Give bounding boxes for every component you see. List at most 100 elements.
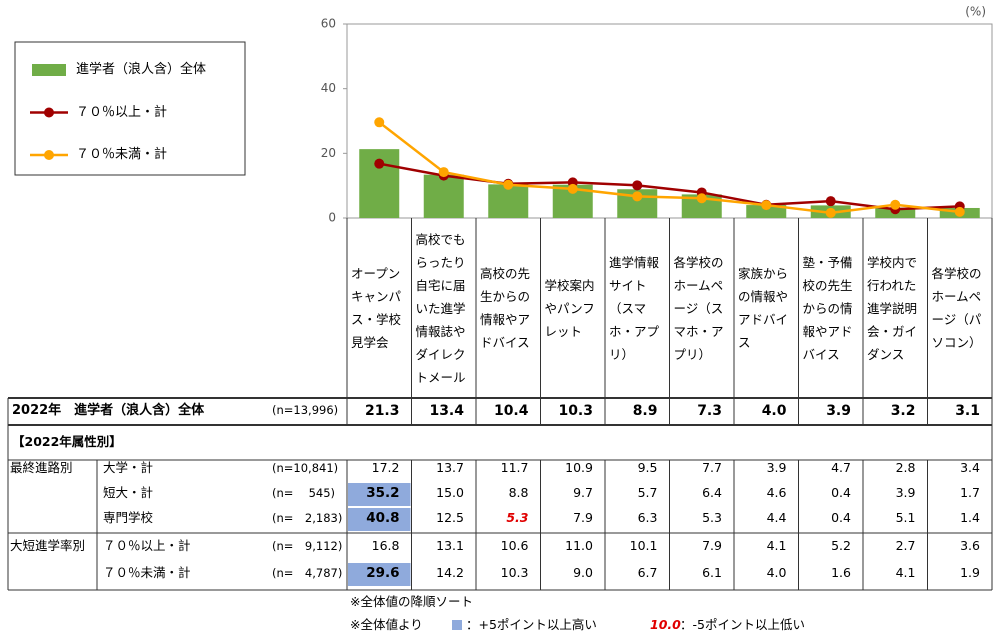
cell-value: 35.2 [366,485,400,501]
cell-value: 3.9 [766,460,787,475]
cell-value: 40.8 [366,510,400,526]
note: ※全体値の降順ソート [350,594,473,609]
category-label: 高校の先生からの情報やアドバイス [480,266,531,350]
highlight-cell [348,563,411,586]
legend-marker [44,150,54,160]
category-label: 各学校のホームページ（パソコン） [931,266,982,350]
line-marker [567,183,578,194]
category-label: オープンキャンパス・学校見学会 [351,266,402,350]
bar [746,205,787,218]
cell-value: 8.8 [508,485,529,500]
cell-value: 16.8 [371,538,400,553]
row-n: (n= 545) [272,486,336,500]
group-label: 最終進路別 [10,460,73,475]
legend-label: 進学者（浪人含）全体 [76,62,207,77]
bar [423,174,464,218]
cell-value: 11.0 [565,538,593,553]
unit-label: (%) [965,5,986,19]
legend-swatch [32,64,66,76]
row-label: ７０％以上・計 [103,538,191,553]
line-marker [954,206,965,217]
cell-value: 3.9 [826,403,851,419]
cell-value: 21.3 [364,403,400,419]
cell-value: 1.9 [960,565,980,580]
cell-value: 7.7 [702,460,722,475]
cell-value: 13.1 [436,538,464,553]
cell-value: 6.3 [637,510,658,525]
cell-value: 3.9 [895,485,916,500]
cell-value: 9.0 [573,565,593,580]
cell-value: 6.4 [702,485,722,500]
highlight-cell [348,508,411,531]
cell-value: 4.0 [766,565,787,580]
row-label: 専門学校 [103,510,154,525]
category-label: 学校内で行われた進学説明会・ガイダンス [867,254,918,362]
category-label: 高校でもらったり自宅に届いた進学情報誌やダイレクトメール [415,231,466,385]
y-tick-label: 0 [328,211,336,225]
cell-value: 3.6 [960,538,980,553]
cell-value: 2.8 [895,460,916,475]
legend-marker [44,107,54,118]
cell-value: 4.6 [766,485,787,500]
group-label: 大短進学率別 [10,538,86,553]
line-marker [632,180,643,191]
line-marker [696,193,707,204]
cell-value: 3.4 [960,460,980,475]
cell-value: 12.5 [436,510,464,525]
row-label: 2022年 進学者（浪人含）全体 [12,403,205,418]
cell-value: 9.7 [573,485,593,500]
row-n: (n= 4,787) [272,566,343,580]
cell-value: 0.4 [831,510,851,525]
cell-value: 4.7 [831,460,851,475]
cell-value: 1.7 [960,485,980,500]
row-n: (n=13,996) [272,403,339,417]
y-tick-label: 20 [321,146,336,160]
note: ：-5ポイント以上低い [680,617,805,632]
cell-value: 0.4 [831,485,851,500]
cell-value: 2.7 [895,538,916,553]
row-label: ７０％未満・計 [103,565,191,580]
line-marker [761,200,772,211]
line-marker [374,158,385,169]
cell-value: 6.1 [702,565,722,580]
line [378,121,960,215]
cell-value: 5.3 [702,510,722,525]
line [379,162,960,211]
y-tick-label: 40 [321,81,336,95]
line-marker [374,117,385,128]
row-label: 短大・計 [103,485,154,500]
cell-value: 29.6 [366,565,400,581]
legend-label: ７０％未満・計 [76,147,168,162]
line-marker [825,207,836,218]
cell-value: 5.3 [506,510,529,525]
category-label: 各学校のホームページ（スマホ・アプリ） [673,254,724,362]
cell-value: 9.5 [637,460,658,475]
cell-value: 4.1 [766,538,787,553]
legend-label: ７０％以上・計 [76,104,168,120]
category-label: 学校案内やパンフレット [544,277,595,339]
cell-value: 8.9 [632,403,658,419]
line-marker [890,199,901,210]
cell-value: 5.1 [895,510,916,525]
note: ※全体値より [350,617,423,632]
category-label: 塾・予備校の先生からの情報やアドバイス [802,254,853,362]
category-label: 家族からの情報やアドバイス [738,266,789,350]
note: 10.0 [650,617,681,632]
cell-value: 17.2 [371,460,400,475]
cell-value: 4.4 [766,510,787,525]
line-marker [632,191,643,202]
cell-value: 3.1 [955,403,980,419]
cell-value: 1.6 [831,565,851,580]
row-n: (n= 9,112) [272,539,343,553]
cell-value: 11.7 [500,460,529,475]
cell-value: 10.9 [565,460,593,475]
row-label: 大学・計 [103,460,154,475]
category-label: 進学情報サイト（スマホ・アプリ） [609,254,660,362]
cell-value: 15.0 [436,485,464,500]
cell-value: 5.7 [637,485,658,500]
cell-value: 6.7 [637,565,658,580]
cell-value: 10.4 [493,403,529,419]
cell-value: 3.2 [890,403,916,419]
cell-value: 14.2 [436,565,464,580]
